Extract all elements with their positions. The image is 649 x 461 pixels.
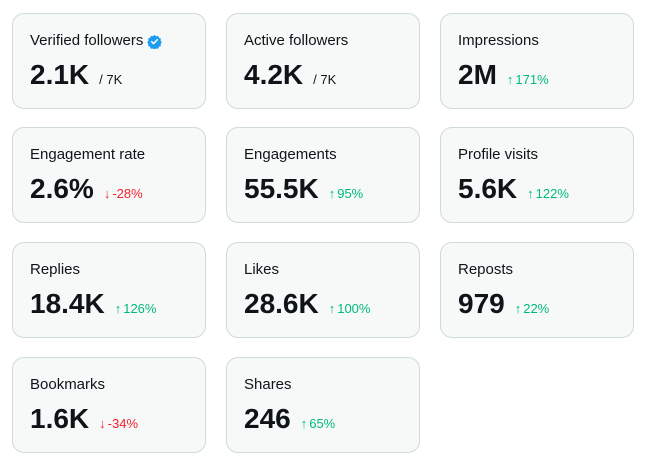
stat-card-active-followers[interactable]: Active followers 4.2K / 7K xyxy=(226,13,420,109)
stat-label: Bookmarks xyxy=(30,376,106,393)
stat-value: 2.6% xyxy=(30,173,94,204)
stat-change: ↑ 22% xyxy=(514,301,550,316)
stat-total: / 7K xyxy=(99,72,123,87)
stat-value: 1.6K xyxy=(30,403,90,434)
stat-label: Engagements xyxy=(244,146,337,163)
arrow-up-icon: ↑ xyxy=(114,301,122,316)
stat-change: ↓ -34% xyxy=(99,416,139,431)
stat-label: Engagement rate xyxy=(30,146,146,163)
stat-change: ↑ 171% xyxy=(506,72,549,87)
stat-label: Likes xyxy=(244,261,280,278)
stat-card-replies[interactable]: Replies 18.4K ↑ 126% xyxy=(12,242,206,338)
stat-change: ↑ 95% xyxy=(328,186,364,201)
stat-label: Replies xyxy=(30,261,81,278)
stat-label: Verified followers xyxy=(30,31,205,51)
stat-card-profile-visits[interactable]: Profile visits 5.6K ↑ 122% xyxy=(440,127,634,223)
arrow-up-icon: ↑ xyxy=(300,416,308,431)
stat-value: 28.6K xyxy=(244,288,319,319)
arrow-up-icon: ↑ xyxy=(527,186,534,201)
stat-change: ↑ 126% xyxy=(114,301,157,316)
stat-value: 246 xyxy=(244,403,291,434)
stat-total: / 7K xyxy=(313,72,337,87)
stat-change: ↑ 65% xyxy=(300,416,336,431)
stat-card-shares[interactable]: Shares 246 ↑ 65% xyxy=(226,357,420,453)
arrow-up-icon: ↑ xyxy=(328,186,336,201)
stat-value: 5.6K xyxy=(458,173,518,204)
stat-change: ↓ -28% xyxy=(103,186,143,201)
stat-label: Shares xyxy=(244,376,292,393)
arrow-up-icon: ↑ xyxy=(514,301,522,316)
stat-value: 2M xyxy=(458,59,497,90)
stat-card-verified-followers[interactable]: Verified followers 2.1K / 7K xyxy=(12,13,206,109)
stat-value: 4.2K xyxy=(244,59,304,90)
stat-value: 979 xyxy=(458,288,505,319)
stat-value: 18.4K xyxy=(30,288,105,319)
arrow-down-icon: ↓ xyxy=(103,186,111,201)
verified-badge-icon xyxy=(147,34,163,49)
stat-value: 2.1K xyxy=(30,59,90,90)
stat-card-engagements[interactable]: Engagements 55.5K ↑ 95% xyxy=(226,127,420,223)
stat-card-bookmarks[interactable]: Bookmarks 1.6K ↓ -34% xyxy=(12,357,206,453)
stat-card-likes[interactable]: Likes 28.6K ↑ 100% xyxy=(226,242,420,338)
stat-card-reposts[interactable]: Reposts 979 ↑ 22% xyxy=(440,242,634,338)
stat-value: 55.5K xyxy=(244,173,319,204)
arrow-up-icon: ↑ xyxy=(328,301,336,316)
arrow-down-icon: ↓ xyxy=(99,416,106,431)
stat-card-engagement-rate[interactable]: Engagement rate 2.6% ↓ -28% xyxy=(12,127,206,223)
arrow-up-icon: ↑ xyxy=(506,72,514,87)
stat-label: Reposts xyxy=(458,261,514,278)
stat-label: Impressions xyxy=(458,32,539,49)
stat-card-impressions[interactable]: Impressions 2M ↑ 171% xyxy=(440,13,634,109)
stat-change: ↑ 122% xyxy=(527,186,569,201)
stat-label: Profile visits xyxy=(458,146,539,163)
stat-label: Active followers xyxy=(244,32,349,49)
stat-change: ↑ 100% xyxy=(328,301,371,316)
